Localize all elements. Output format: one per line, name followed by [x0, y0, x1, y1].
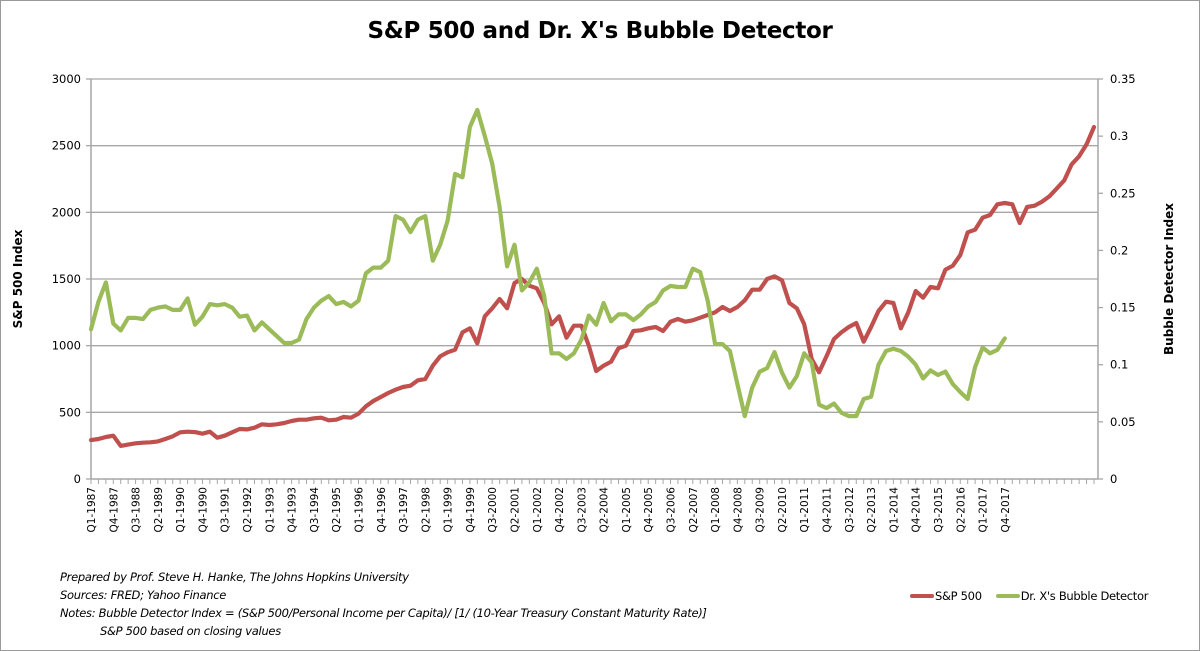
- y-right-tick-label: 0.1: [1110, 358, 1128, 372]
- legend-label-sp500: S&P 500: [935, 589, 982, 603]
- y-right-tick-label: 0.05: [1110, 415, 1136, 429]
- legend-item-bubble-detector: Dr. X's Bubble Detector: [995, 589, 1149, 603]
- x-tick-label: Q4-1999: [465, 487, 477, 532]
- x-tick-label: Q1-1987: [86, 487, 98, 532]
- series-lines: [88, 107, 1097, 448]
- x-tick-label: Q4-1987: [108, 487, 120, 532]
- series-line-sp500: [88, 124, 1097, 448]
- x-tick-label: Q1-2017: [978, 487, 990, 532]
- y-axis-right-title: Bubble Detector Index: [1162, 203, 1176, 355]
- x-tick-label: Q2-2004: [599, 487, 611, 533]
- y-left-tick-label: 500: [59, 405, 81, 419]
- x-tick-label: Q1-2008: [710, 487, 722, 532]
- x-tick-label: Q4-2014: [911, 487, 923, 533]
- y-left-tick-label: 2000: [52, 205, 81, 219]
- legend-item-sp500: S&P 500: [910, 589, 982, 603]
- y-left-tick-label: 1500: [52, 272, 81, 286]
- chart-notes: Prepared by Prof. Steve H. Hanke, The Jo…: [60, 568, 707, 640]
- x-tick-label: Q1-2005: [621, 487, 633, 532]
- x-axis-ticks: Q1-1987 Q4-1987 Q3-1988 Q2-1989 Q1-1990 Q4-19…: [86, 479, 1095, 533]
- series-line-bubble-detector: [88, 107, 1007, 419]
- closing-values-note: S&P 500 based on closing values: [100, 624, 281, 638]
- x-tick-label: Q3-1991: [220, 487, 232, 532]
- x-tick-label: Q4-2005: [643, 487, 655, 532]
- x-tick-label: Q4-1993: [287, 487, 299, 532]
- x-tick-label: Q4-2002: [554, 487, 566, 532]
- x-tick-label: Q3-2003: [576, 487, 588, 532]
- x-tick-label: Q2-1998: [420, 487, 432, 532]
- legend-swatch-sp500: [910, 594, 934, 598]
- x-tick-label: Q2-2001: [509, 487, 521, 532]
- x-tick-label: Q4-1996: [376, 487, 388, 533]
- sources-note: Sources: FRED; Yahoo Finance: [60, 588, 226, 602]
- chart-legend: S&P 500 Dr. X's Bubble Detector: [910, 589, 1162, 603]
- x-tick-label: Q4-1990: [197, 487, 209, 532]
- chart-title: S&P 500 and Dr. X's Bubble Detector: [367, 18, 833, 44]
- x-tick-label: Q3-2015: [933, 487, 945, 532]
- x-tick-label: Q2-2007: [688, 487, 700, 532]
- x-tick-label: Q2-2013: [866, 487, 878, 532]
- x-tick-label: Q4-2011: [822, 487, 834, 532]
- y-left-tick-label: 0: [74, 472, 81, 486]
- legend-label-bubble-detector: Dr. X's Bubble Detector: [1020, 589, 1149, 603]
- x-tick-label: Q4-2017: [1000, 487, 1012, 532]
- y-left-tick-label: 2500: [52, 139, 81, 153]
- x-tick-label: Q3-2006: [666, 487, 678, 533]
- x-tick-label: Q1-2011: [799, 487, 811, 532]
- x-tick-label: Q3-2012: [844, 487, 856, 532]
- y-left-tick-label: 3000: [52, 72, 81, 86]
- x-tick-label: Q3-2009: [755, 487, 767, 532]
- x-tick-label: Q2-2010: [777, 487, 789, 532]
- x-tick-label: Q1-2014: [888, 487, 900, 533]
- y-left-tick-label: 1000: [52, 339, 81, 353]
- y-right-tick-label: 0.35: [1110, 72, 1136, 86]
- x-tick-label: Q1-1993: [264, 487, 276, 532]
- y-right-tick-label: 0: [1110, 472, 1117, 486]
- x-tick-label: Q3-1997: [398, 487, 410, 532]
- y-right-tick-label: 0.25: [1110, 186, 1136, 200]
- x-tick-label: Q1-2002: [532, 487, 544, 532]
- x-tick-label: Q2-1995: [331, 487, 343, 532]
- y-right-tick-label: 0.15: [1110, 301, 1136, 315]
- x-tick-label: Q1-1990: [175, 487, 187, 532]
- y-right-tick-label: 0.2: [1110, 243, 1128, 257]
- formula-note: Notes: Bubble Detector Index = (S&P 500/…: [60, 606, 707, 620]
- x-tick-label: Q3-1994: [309, 487, 321, 533]
- x-tick-label: Q1-1996: [353, 487, 365, 533]
- x-tick-label: Q1-1999: [443, 487, 455, 532]
- x-tick-label: Q3-1988: [131, 487, 143, 532]
- legend-swatch-bubble-detector: [995, 594, 1020, 598]
- x-tick-label: Q2-1992: [242, 487, 254, 532]
- prepared-by-note: Prepared by Prof. Steve H. Hanke, The Jo…: [60, 570, 409, 584]
- x-tick-label: Q2-2016: [955, 487, 967, 533]
- y-axis-right-ticks: 0 0.05 0.1 0.15 0.2 0.25 0.3 0.35: [1098, 72, 1136, 486]
- y-axis-left-title: S&P 500 Index: [11, 229, 25, 328]
- x-tick-label: Q3-2000: [487, 487, 499, 532]
- y-axis-left-ticks: 0 500 1000 1500 2000 2500 3000: [52, 72, 91, 486]
- x-tick-label: Q2-1989: [153, 487, 165, 532]
- x-tick-label: Q4-2008: [732, 487, 744, 532]
- y-right-tick-label: 0.3: [1110, 129, 1128, 143]
- gridlines: [91, 78, 1098, 413]
